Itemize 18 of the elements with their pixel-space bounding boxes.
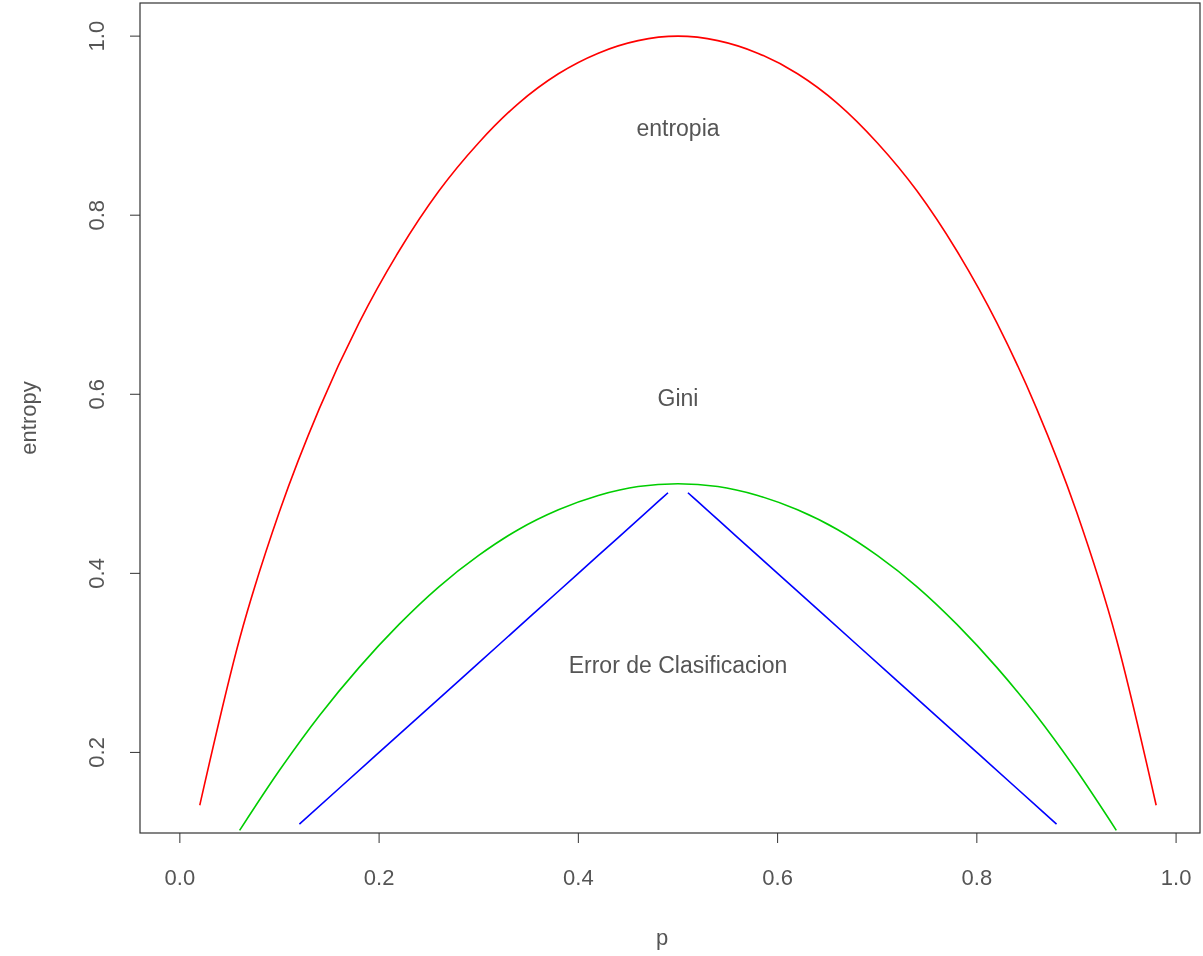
- annotation: Gini: [657, 385, 699, 411]
- x-tick-label: 0.8: [961, 865, 993, 890]
- x-tick-label: 0.2: [363, 865, 395, 890]
- y-axis-title: entropy: [15, 381, 41, 455]
- y-tick-label: 0.8: [83, 199, 109, 231]
- x-tick-label: 0.6: [762, 865, 793, 890]
- y-tick-label: 0.2: [83, 737, 109, 768]
- x-tick-label: 1.0: [1160, 865, 1192, 890]
- y-tick-label: 0.4: [83, 558, 109, 589]
- x-axis-title: p: [655, 925, 669, 950]
- x-tick-label: 0.4: [563, 865, 594, 890]
- y-tick-label: 1.0: [83, 20, 109, 52]
- annotation: entropia: [636, 115, 720, 141]
- line-series: [198, 35, 1157, 807]
- line-series: [238, 483, 1118, 832]
- y-tick-label: 0.6: [83, 378, 109, 410]
- x-tick-label: 0.0: [164, 865, 196, 890]
- annotation: Error de Clasificacion: [568, 652, 788, 678]
